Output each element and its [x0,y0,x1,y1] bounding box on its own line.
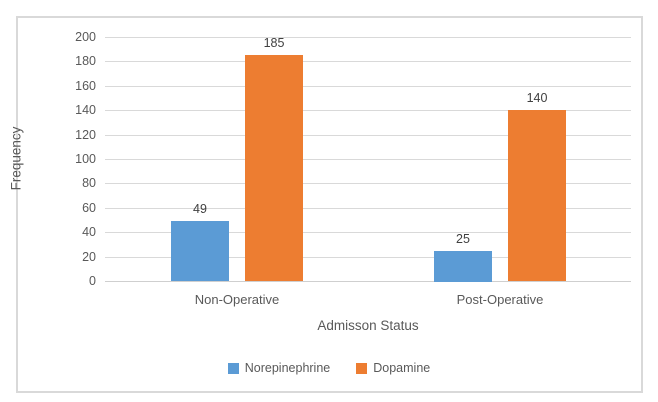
x-axis-title: Admisson Status [317,318,419,333]
gridline-120 [105,135,631,136]
y-tick-label-100: 100 [75,152,96,166]
y-tick-label-20: 20 [82,250,96,264]
legend-label: Norepinephrine [244,361,331,375]
legend-swatch-icon [227,362,239,374]
legend-item-norepinephrine: Norepinephrine [227,361,331,375]
gridline-60 [105,208,631,209]
gridline-100 [105,159,631,160]
y-tick-label-160: 160 [75,79,96,93]
gridline-40 [105,232,631,233]
x-category-label-post-operative: Post-Operative [456,292,544,307]
gridline-180 [105,61,631,62]
legend-swatch-icon [356,362,368,374]
y-tick-label-200: 200 [75,30,96,44]
gridline-160 [105,86,631,87]
legend: Norepinephrine Dopamine [0,361,658,375]
y-tick-label-120: 120 [75,128,96,142]
y-tick-label-140: 140 [75,103,96,117]
y-axis-title: Frequency [8,126,24,191]
gridline-200 [105,37,631,38]
bar-dopamine-post-operative [508,110,566,281]
bar-dopamine-non-operative [245,55,303,281]
y-tick-label-80: 80 [82,176,96,190]
legend-label: Dopamine [373,361,431,375]
gridline-0 [105,281,631,282]
y-tick-label-180: 180 [75,54,96,68]
data-label-dopamine-post-operative: 140 [526,91,548,105]
x-category-label-non-operative: Non-Operative [194,292,280,307]
y-tick-label-60: 60 [82,201,96,215]
bar-norepinephrine-post-operative [434,251,492,282]
data-label-norepinephrine-non-operative: 49 [193,202,207,216]
legend-item-dopamine: Dopamine [356,361,430,375]
y-tick-label-40: 40 [82,225,96,239]
gridline-20 [105,257,631,258]
gridline-80 [105,183,631,184]
data-label-dopamine-non-operative: 185 [263,36,285,50]
y-tick-label-0: 0 [89,274,96,288]
gridline-140 [105,110,631,111]
bar-norepinephrine-non-operative [171,221,229,281]
data-label-norepinephrine-post-operative: 25 [456,232,470,246]
